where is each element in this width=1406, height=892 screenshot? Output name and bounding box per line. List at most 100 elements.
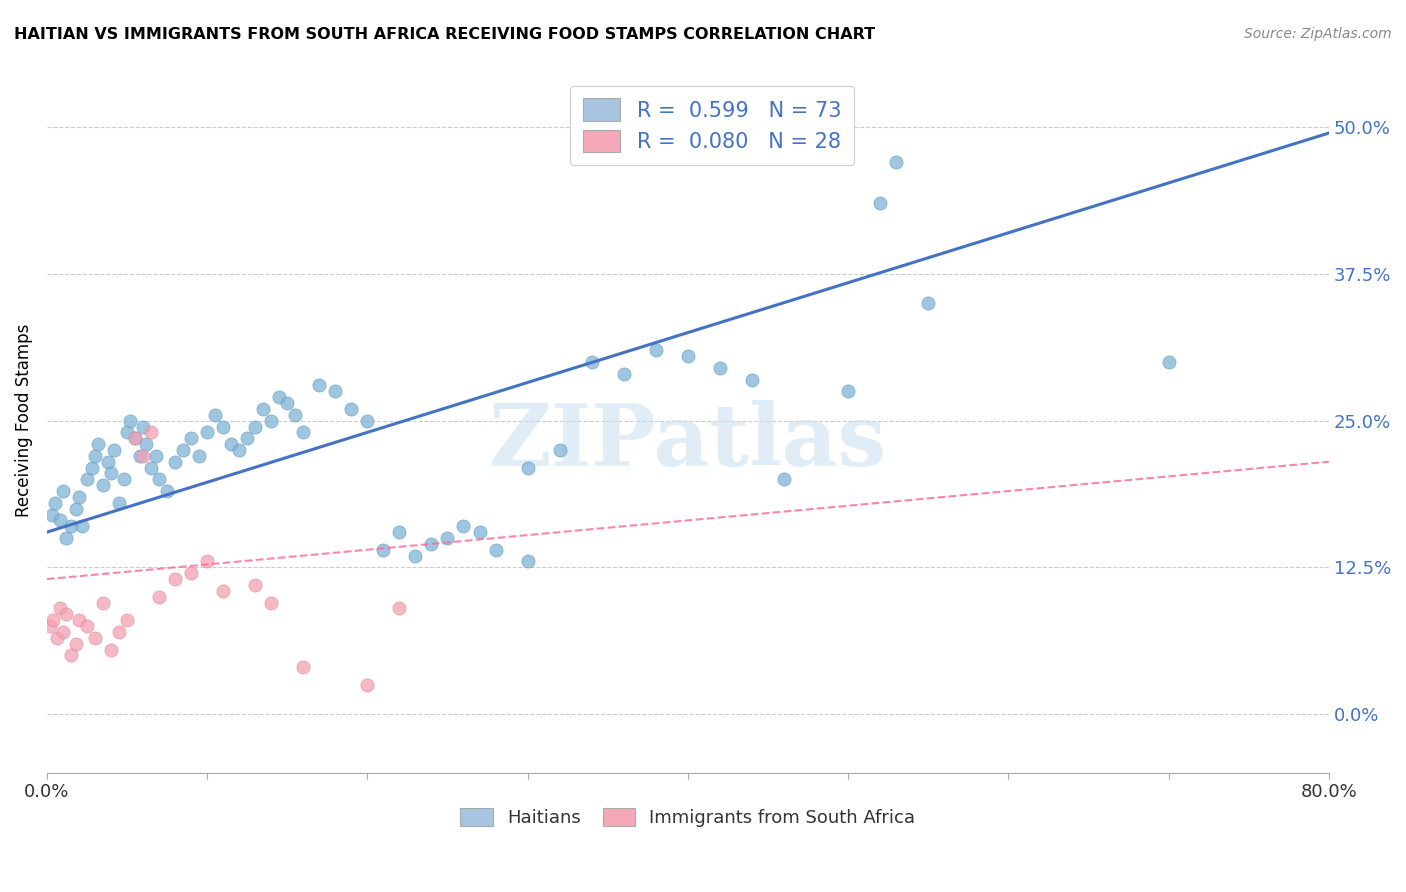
Point xyxy=(340,401,363,416)
Point xyxy=(219,437,242,451)
Point xyxy=(252,401,274,416)
Point xyxy=(388,601,411,615)
Point xyxy=(195,425,218,440)
Point xyxy=(644,343,666,358)
Point xyxy=(156,484,179,499)
Point xyxy=(245,419,267,434)
Point xyxy=(204,408,226,422)
Point xyxy=(741,373,763,387)
Point xyxy=(100,467,122,481)
Point xyxy=(80,460,103,475)
Point xyxy=(516,460,538,475)
Point xyxy=(484,542,506,557)
Point xyxy=(292,660,315,674)
Point xyxy=(128,449,150,463)
Point xyxy=(145,449,167,463)
Point xyxy=(276,396,298,410)
Point xyxy=(260,414,283,428)
Point xyxy=(180,431,202,445)
Point xyxy=(148,590,170,604)
Point xyxy=(59,519,82,533)
Point xyxy=(236,431,259,445)
Point xyxy=(548,442,571,457)
Point xyxy=(65,501,87,516)
Text: HAITIAN VS IMMIGRANTS FROM SOUTH AFRICA RECEIVING FOOD STAMPS CORRELATION CHART: HAITIAN VS IMMIGRANTS FROM SOUTH AFRICA … xyxy=(14,27,875,42)
Point xyxy=(468,525,491,540)
Point xyxy=(67,490,90,504)
Point xyxy=(52,624,75,639)
Point xyxy=(42,613,65,627)
Point xyxy=(308,378,330,392)
Point xyxy=(917,296,939,310)
Point xyxy=(44,496,66,510)
Point xyxy=(245,578,267,592)
Point xyxy=(884,155,907,169)
Point xyxy=(709,360,731,375)
Point xyxy=(212,419,235,434)
Point xyxy=(48,513,70,527)
Point xyxy=(52,484,75,499)
Point xyxy=(120,414,142,428)
Point xyxy=(212,583,235,598)
Point xyxy=(869,196,891,211)
Point xyxy=(165,455,187,469)
Point xyxy=(581,355,603,369)
Point xyxy=(436,531,458,545)
Point xyxy=(41,508,63,522)
Point xyxy=(284,408,307,422)
Point xyxy=(180,566,202,581)
Point xyxy=(172,442,194,457)
Point xyxy=(45,631,67,645)
Point xyxy=(108,624,131,639)
Point xyxy=(91,478,114,492)
Point xyxy=(269,390,291,404)
Point xyxy=(108,496,131,510)
Y-axis label: Receiving Food Stamps: Receiving Food Stamps xyxy=(15,324,32,517)
Point xyxy=(112,472,135,486)
Point xyxy=(676,349,699,363)
Point xyxy=(91,596,114,610)
Text: ZIPatlas: ZIPatlas xyxy=(489,400,887,483)
Point xyxy=(132,449,155,463)
Point xyxy=(323,384,346,399)
Point xyxy=(453,519,475,533)
Point xyxy=(76,472,98,486)
Legend: Haitians, Immigrants from South Africa: Haitians, Immigrants from South Africa xyxy=(453,800,922,834)
Point xyxy=(87,437,110,451)
Point xyxy=(373,542,395,557)
Point xyxy=(115,613,138,627)
Point xyxy=(65,637,87,651)
Point xyxy=(97,455,120,469)
Point xyxy=(356,414,378,428)
Point xyxy=(124,431,146,445)
Text: Source: ZipAtlas.com: Source: ZipAtlas.com xyxy=(1244,27,1392,41)
Point xyxy=(48,601,70,615)
Point xyxy=(388,525,411,540)
Point xyxy=(115,425,138,440)
Point xyxy=(139,460,162,475)
Point xyxy=(613,367,636,381)
Point xyxy=(773,472,796,486)
Point xyxy=(132,419,155,434)
Point xyxy=(837,384,859,399)
Point xyxy=(148,472,170,486)
Point xyxy=(76,619,98,633)
Point xyxy=(55,607,77,622)
Point xyxy=(260,596,283,610)
Point xyxy=(124,431,146,445)
Point xyxy=(70,519,93,533)
Point xyxy=(292,425,315,440)
Point xyxy=(103,442,125,457)
Point xyxy=(356,678,378,692)
Point xyxy=(228,442,250,457)
Point xyxy=(135,437,157,451)
Point xyxy=(404,549,426,563)
Point xyxy=(67,613,90,627)
Point xyxy=(100,642,122,657)
Point xyxy=(165,572,187,586)
Point xyxy=(39,619,62,633)
Point xyxy=(1157,355,1180,369)
Point xyxy=(84,631,107,645)
Point xyxy=(55,531,77,545)
Point xyxy=(188,449,211,463)
